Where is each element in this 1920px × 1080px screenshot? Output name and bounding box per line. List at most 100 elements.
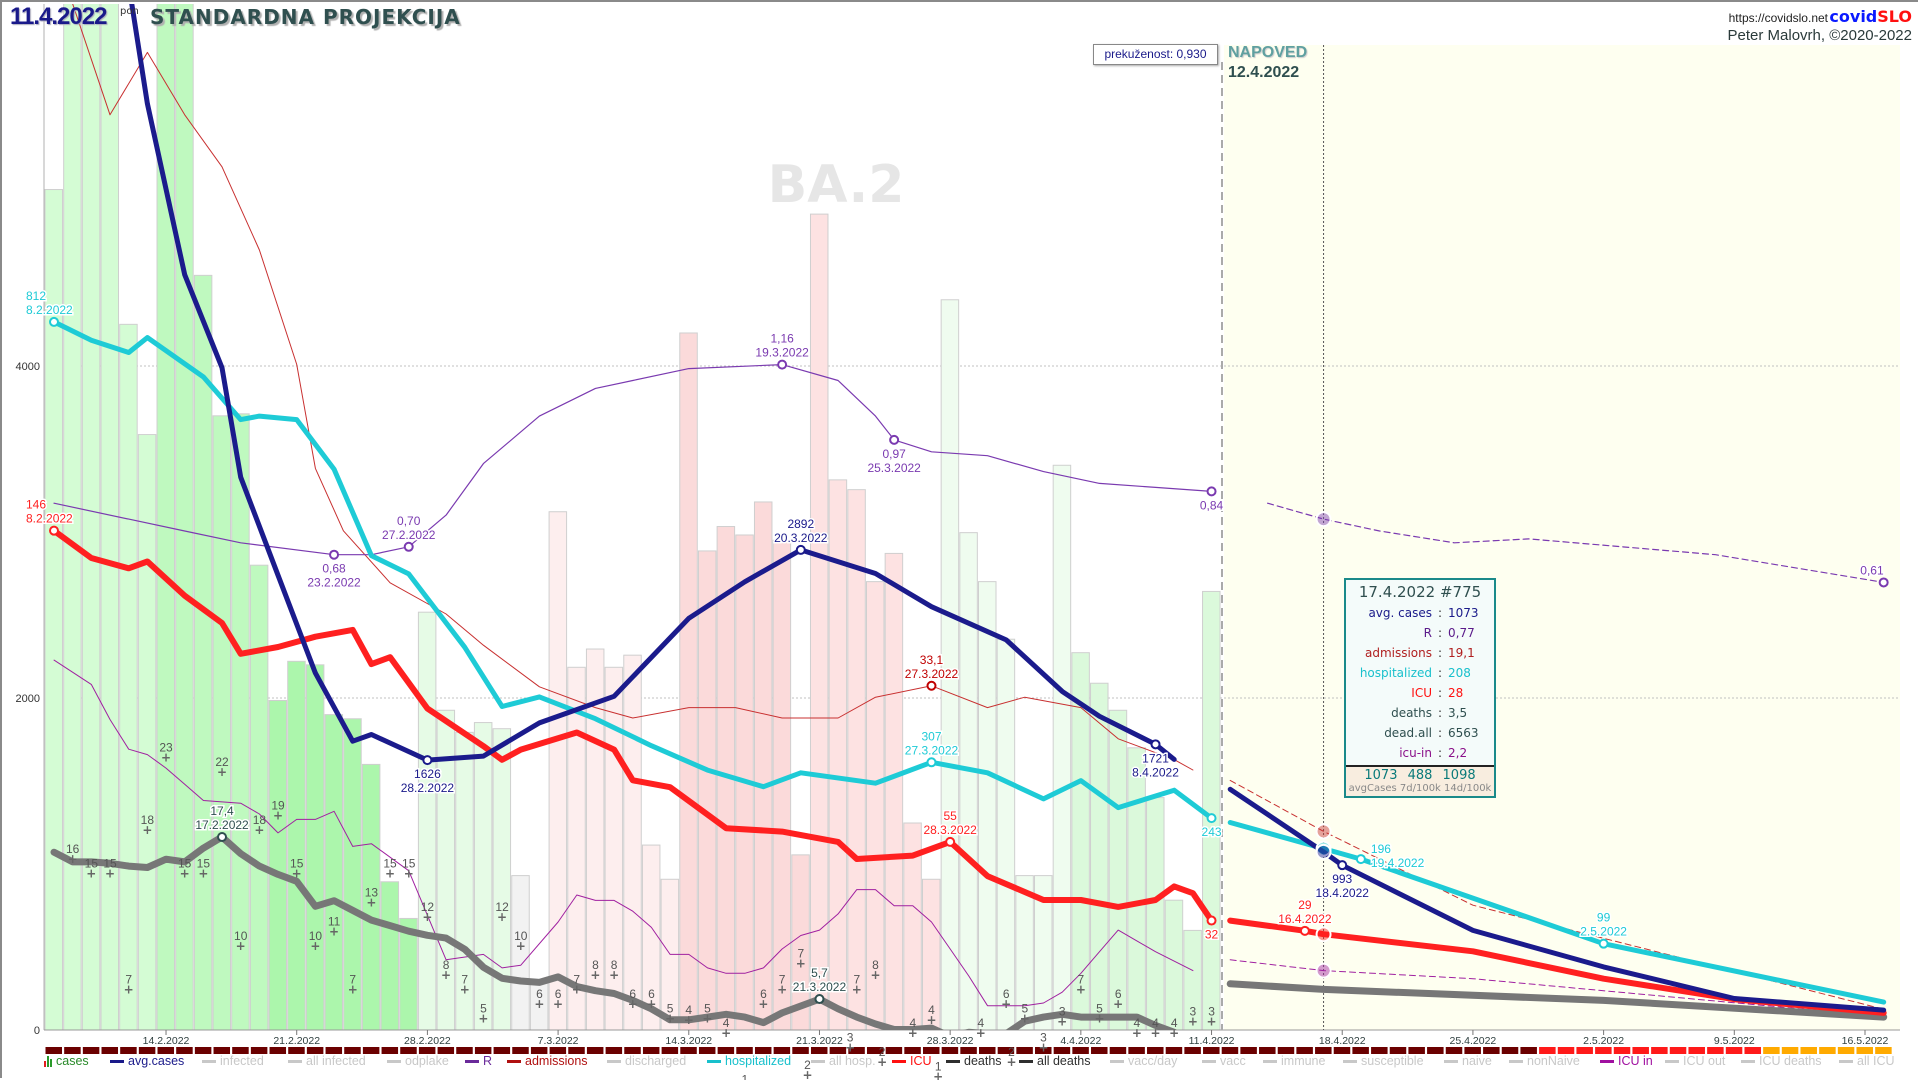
legend-item-avg-cases[interactable]: avg.cases xyxy=(110,1054,184,1068)
legend-item-discharged[interactable]: discharged xyxy=(607,1054,686,1068)
legend-item-icu-deaths[interactable]: ICU deaths xyxy=(1741,1054,1822,1068)
tooltip-separator: : xyxy=(1437,646,1443,660)
annotation-point xyxy=(1206,813,1217,824)
legend-item-immune[interactable]: immune xyxy=(1263,1054,1325,1068)
annotation-date: 25.3.2022 xyxy=(867,461,921,475)
risk-strip-cell xyxy=(474,1047,492,1054)
risk-strip-cell xyxy=(1352,1047,1369,1054)
x-tick-label: 18.4.2022 xyxy=(1319,1035,1366,1047)
legend-item-nonnaive[interactable]: nonNaive xyxy=(1509,1054,1580,1068)
annotation-point xyxy=(49,525,59,536)
daily-death-marker: + xyxy=(646,997,656,1011)
risk-strip-cell xyxy=(922,1047,940,1054)
legend-item-infected[interactable]: infected xyxy=(202,1054,264,1068)
legend-label: naive xyxy=(1462,1054,1492,1068)
daily-deaths-label: 6 xyxy=(760,987,767,1001)
legend-item-r[interactable]: R xyxy=(465,1054,492,1068)
daily-death-marker: + xyxy=(553,997,563,1011)
daily-death-marker: + xyxy=(628,997,638,1011)
legend-swatch-icon xyxy=(1202,1059,1216,1063)
annotation-value: 99 xyxy=(1597,911,1611,925)
tooltip-title: 17.4.2022 #775 xyxy=(1358,583,1482,601)
x-tick-label: 14.2.2022 xyxy=(143,1035,190,1047)
legend-item-icu-in[interactable]: ICU in xyxy=(1600,1054,1653,1068)
risk-strip-cell xyxy=(1483,1047,1500,1054)
tooltip-label: ICU xyxy=(1411,686,1432,700)
case-bar xyxy=(343,718,362,1030)
risk-strip-cell xyxy=(1408,1047,1425,1054)
risk-strip-cell xyxy=(1744,1047,1761,1054)
y-tick-label: 0 xyxy=(34,1025,40,1037)
daily-death-marker: + xyxy=(1188,1015,1198,1029)
daily-deaths-label: 6 xyxy=(1003,987,1010,1001)
tooltip-label: hospitalized xyxy=(1359,666,1432,680)
daily-deaths-label: 10 xyxy=(234,929,248,943)
risk-strip-cell xyxy=(1557,1047,1575,1054)
x-tick-label: 14.3.2022 xyxy=(665,1035,712,1047)
legend-item-icu-out[interactable]: ICU out xyxy=(1665,1054,1725,1068)
tooltip-separator: : xyxy=(1437,706,1443,720)
legend-item-naive[interactable]: naive xyxy=(1444,1054,1492,1068)
legend-item-icu[interactable]: ICU xyxy=(892,1054,932,1068)
annotation-point xyxy=(1299,925,1310,936)
legend-item-hospitalized[interactable]: hospitalized xyxy=(707,1054,791,1068)
daily-deaths-label: 15 xyxy=(85,857,99,871)
legend-swatch-icon xyxy=(1444,1059,1458,1063)
case-bar xyxy=(324,714,344,1030)
case-bar xyxy=(380,881,400,1030)
legend-item-deaths[interactable]: deaths xyxy=(946,1054,1002,1068)
tooltip-row-r: R:0,77 xyxy=(1346,623,1494,643)
risk-strip-cell xyxy=(848,1047,865,1054)
annotation-value: 33,1 xyxy=(920,653,944,667)
tooltip-row-deaths: deaths:3,5 xyxy=(1346,703,1494,723)
risk-strip-cell xyxy=(1613,1047,1631,1054)
legend-item-odplake[interactable]: odplake xyxy=(387,1054,449,1068)
daily-death-marker: + xyxy=(86,867,96,881)
legend-item-vacc-day[interactable]: vacc/day xyxy=(1110,1054,1177,1068)
case-bar xyxy=(1146,797,1165,1030)
legend-item-all-icu[interactable]: all ICU xyxy=(1839,1054,1895,1068)
site-url-link[interactable]: https://covidslo.net xyxy=(1728,11,1828,25)
case-bar xyxy=(809,213,829,1030)
legend-item-susceptible[interactable]: susceptible xyxy=(1343,1054,1424,1068)
legend-swatch-icon xyxy=(1600,1059,1614,1063)
daily-death-marker: + xyxy=(217,765,227,779)
annotation-date: 2.5.2022 xyxy=(1580,925,1627,939)
case-bar xyxy=(623,654,642,1030)
risk-strip-cell xyxy=(288,1047,305,1054)
legend-item-all-hosp-[interactable]: all hosp. xyxy=(811,1054,876,1068)
daily-death-marker: + xyxy=(1001,997,1011,1011)
risk-strip-cell xyxy=(1091,1047,1108,1054)
legend-item-admissions[interactable]: admissions xyxy=(507,1054,588,1068)
legend-swatch-icon xyxy=(811,1059,825,1063)
x-tick-label: 11.4.2022 xyxy=(1189,1035,1235,1047)
x-tick-label: 28.3.2022 xyxy=(927,1035,974,1047)
x-tick-label: 21.2.2022 xyxy=(273,1035,320,1047)
legend-label: nonNaive xyxy=(1527,1054,1580,1068)
legend-item-vacc[interactable]: vacc xyxy=(1202,1054,1246,1068)
legend-swatch-icon xyxy=(946,1059,960,1063)
legend-item-cases[interactable]: cases xyxy=(44,1054,89,1068)
selected-point-r xyxy=(1315,511,1332,528)
case-bar xyxy=(996,638,1016,1030)
risk-strip-cell xyxy=(1688,1047,1705,1054)
risk-strip-cell xyxy=(269,1047,287,1054)
legend-item-all-infected[interactable]: all infected xyxy=(288,1054,366,1068)
case-bar xyxy=(548,511,568,1030)
risk-strip-cell xyxy=(64,1047,81,1054)
case-bar xyxy=(1108,709,1128,1030)
risk-strip-cell xyxy=(549,1047,567,1054)
daily-death-marker: + xyxy=(180,867,190,881)
daily-death-marker: + xyxy=(142,823,152,837)
annotation-point xyxy=(49,316,59,327)
legend-swatch-icon xyxy=(1509,1059,1523,1063)
daily-death-marker: + xyxy=(1113,997,1123,1011)
annotation-date: 16.4.2022 xyxy=(1278,912,1332,926)
annotation-point xyxy=(795,544,806,555)
tooltip-separator: : xyxy=(1437,686,1443,700)
tooltip-label: admissions xyxy=(1364,646,1432,660)
risk-strip-cell xyxy=(624,1047,641,1054)
case-bar xyxy=(119,323,138,1030)
legend-item-all-deaths[interactable]: all deaths xyxy=(1019,1054,1091,1068)
